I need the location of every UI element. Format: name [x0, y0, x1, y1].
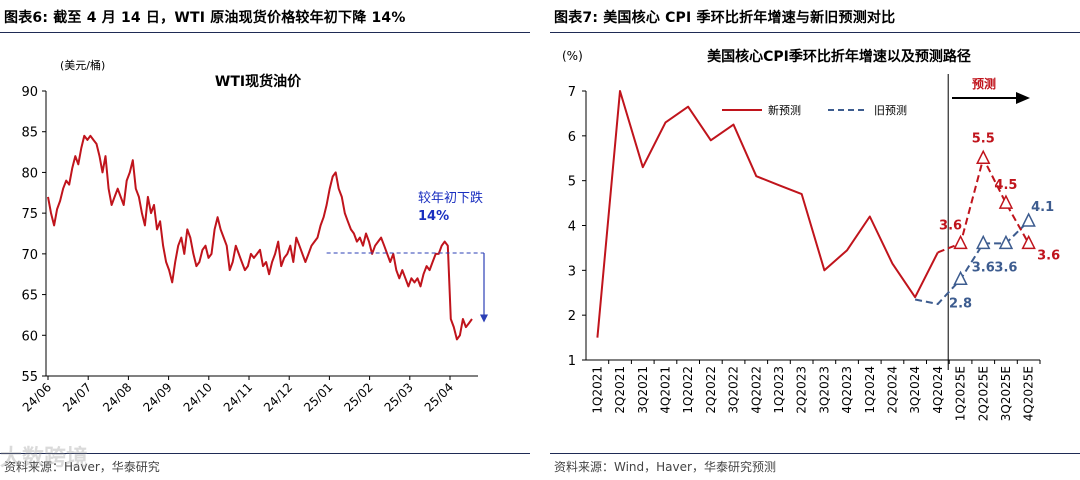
x-tick-label: 24/11	[221, 380, 255, 414]
new-forecast-marker	[1021, 234, 1036, 250]
x-tick-label: 2Q2024	[885, 366, 899, 414]
y-tick-label: 65	[21, 289, 38, 304]
x-tick-label: 24/06	[20, 380, 54, 414]
x-tick-label: 24/09	[140, 380, 174, 414]
right-source-note: 资料来源：Wind，Haver，华泰研究预测	[554, 460, 776, 474]
y-axis-unit-label: (%)	[562, 49, 583, 63]
decline-annotation-value: 14%	[418, 209, 449, 224]
x-tick-label: 3Q2021	[636, 366, 650, 414]
right-title-rule	[550, 32, 1080, 33]
old-forecast-value-label: 4.1	[1031, 200, 1054, 215]
old-forecast-marker	[976, 234, 991, 250]
old-forecast-value-label: 3.6	[972, 260, 995, 275]
x-tick-label: 25/01	[301, 380, 335, 414]
new-forecast-value-label: 3.6	[939, 218, 962, 233]
watermark-logo: 大数跨境	[0, 446, 89, 471]
x-tick-label: 24/10	[181, 380, 215, 414]
x-tick-label: 2Q2021	[613, 366, 627, 414]
right-figure-title: 图表7: 美国核心 CPI 季环比折年增速与新旧预测对比	[554, 10, 896, 26]
right-source-rule	[550, 453, 1080, 454]
old-forecast-marker	[998, 234, 1014, 250]
y-tick-label: 3	[568, 264, 576, 279]
y-axis-unit-label: (美元/桶)	[60, 58, 105, 72]
decline-annotation-label: 较年初下跌	[418, 190, 483, 206]
y-tick-label: 4	[568, 220, 576, 235]
x-tick-label: 3Q2025E	[999, 366, 1013, 421]
left-panel: 图表6: 截至 4 月 14 日，WTI 原油现货价格较年初下降 14% (美元…	[0, 0, 530, 480]
x-tick-label: 2Q2022	[704, 366, 718, 414]
x-tick-label: 4Q2025E	[1022, 366, 1036, 421]
wti-price-line	[47, 134, 473, 341]
forecast-arrowhead	[1016, 92, 1030, 104]
y-tick-label: 1	[568, 354, 576, 369]
new-forecast-marker	[976, 149, 991, 164]
x-tick-label: 24/07	[60, 380, 94, 414]
old-forecast-value-label: 3.6	[994, 260, 1017, 275]
right-panel: 图表7: 美国核心 CPI 季环比折年增速与新旧预测对比 (%) 美国核心CPI季…	[550, 0, 1080, 480]
chart-title: WTI现货油价	[215, 73, 302, 90]
cpi-chart: (%) 美国核心CPI季环比折年增速以及预测路径 1 2 3 4 5 6 7 1Q2021 2Q20…	[562, 48, 1060, 421]
new-forecast-marker	[953, 234, 968, 250]
x-tick-label: 1Q2021	[590, 366, 604, 414]
x-tick-label: 25/02	[341, 380, 375, 414]
decline-arrowhead	[480, 314, 488, 323]
y-tick-label: 5	[568, 175, 576, 190]
y-tick-label: 7	[568, 85, 576, 100]
old-forecast-marker	[953, 270, 968, 286]
forecast-label: 预测	[972, 76, 996, 91]
left-figure-title: 图表6: 截至 4 月 14 日，WTI 原油现货价格较年初下降 14%	[4, 10, 406, 26]
old-forecast-value-label: 2.8	[949, 296, 972, 311]
x-tick-label: 2Q2023	[795, 366, 809, 414]
y-tick-label: 2	[568, 309, 576, 324]
y-tick-label: 6	[568, 130, 576, 145]
x-tick-label: 3Q2022	[727, 366, 741, 414]
x-tick-label: 1Q2024	[863, 366, 877, 414]
x-tick-label: 24/12	[261, 380, 295, 414]
y-tick-label: 75	[21, 207, 38, 222]
legend-new-label: 新预测	[768, 103, 801, 117]
x-tick-label: 1Q2025E	[954, 366, 968, 421]
history-cpi-line	[596, 90, 939, 338]
legend-old-label: 旧预测	[874, 104, 907, 117]
x-tick-label: 3Q2023	[817, 366, 831, 414]
new-forecast-value-label: 4.5	[994, 178, 1017, 193]
new-forecast-value-label: 5.5	[972, 131, 995, 146]
x-tick-label: 25/04	[422, 380, 456, 414]
x-tick-label: 4Q2021	[658, 366, 672, 414]
new-forecast-value-label: 3.6	[1037, 248, 1060, 263]
x-tick-label: 25/03	[382, 380, 416, 414]
old-forecast-line	[914, 220, 1030, 306]
x-tick-label: 1Q2022	[681, 366, 695, 414]
x-tick-label: 4Q2023	[840, 366, 854, 414]
x-tick-label: 24/08	[100, 380, 134, 414]
x-tick-label: 1Q2023	[772, 366, 786, 414]
chart-title: 美国核心CPI季环比折年增速以及预测路径	[707, 48, 971, 65]
x-tick-label: 3Q2024	[908, 366, 922, 414]
y-tick-label: 90	[21, 85, 38, 100]
y-tick-label: 70	[21, 248, 38, 263]
left-source-note: 资料来源：Haver，华泰研究	[4, 460, 160, 474]
y-tick-label: 55	[21, 370, 38, 385]
new-forecast-marker	[998, 194, 1014, 209]
left-source-rule	[0, 453, 530, 454]
old-forecast-marker	[1021, 212, 1036, 227]
x-tick-label: 4Q2024	[931, 366, 945, 414]
left-title-rule	[0, 32, 530, 33]
y-tick-label: 80	[21, 166, 38, 181]
x-tick-label: 2Q2025E	[976, 366, 990, 421]
y-tick-label: 60	[21, 329, 38, 344]
y-tick-label: 85	[21, 126, 38, 141]
x-tick-label: 4Q2022	[749, 366, 763, 414]
